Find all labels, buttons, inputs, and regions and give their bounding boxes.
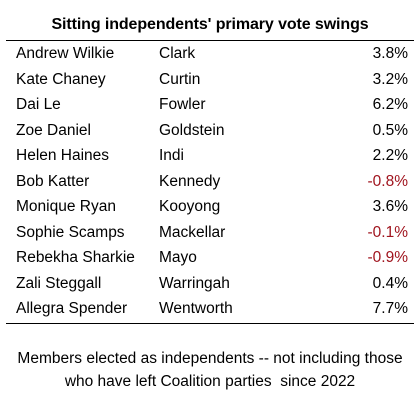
swing-value: -0.9% xyxy=(367,249,409,266)
swing-value: -0.8% xyxy=(367,172,409,190)
swing-value: 3.6% xyxy=(372,198,408,215)
swing-value: -0.1% xyxy=(367,223,409,241)
member-name: Kate Chaney xyxy=(16,70,106,88)
swing-value: 0.4% xyxy=(372,274,408,292)
member-name: Dai Le xyxy=(16,96,61,113)
seat-name: Kennedy xyxy=(159,172,221,190)
table-row: Sophie Scamps Mackellar -0.1% xyxy=(0,221,420,247)
footnote-line-1: Members elected as independents -- not i… xyxy=(17,350,403,367)
swing-value: 3.2% xyxy=(372,70,408,88)
member-name: Rebekha Sharkie xyxy=(16,249,135,266)
table-row: Andrew Wilkie Clark 3.8% xyxy=(0,42,420,68)
swing-value: 0.5% xyxy=(372,121,408,139)
table-row: Bob Katter Kennedy -0.8% xyxy=(0,170,420,196)
seat-name: Warringah xyxy=(159,274,230,292)
swing-value: 6.2% xyxy=(372,96,408,113)
seat-name: Kooyong xyxy=(159,198,221,215)
swing-value: 2.2% xyxy=(372,147,408,164)
seat-name: Curtin xyxy=(159,70,201,88)
seat-name: Mayo xyxy=(159,249,197,266)
member-name: Zali Steggall xyxy=(16,274,102,292)
table-row: Rebekha Sharkie Mayo -0.9% xyxy=(0,246,420,272)
member-name: Monique Ryan xyxy=(16,198,116,215)
seat-name: Goldstein xyxy=(159,121,225,139)
table-row: Allegra Spender Wentworth 7.7% xyxy=(0,297,420,323)
table-row: Dai Le Fowler 6.2% xyxy=(0,93,420,119)
bottom-rule xyxy=(6,323,414,324)
member-name: Bob Katter xyxy=(16,172,90,190)
seat-name: Fowler xyxy=(159,96,206,113)
table-row: Helen Haines Indi 2.2% xyxy=(0,144,420,170)
table-row: Monique Ryan Kooyong 3.6% xyxy=(0,195,420,221)
footnote-line-2: who have left Coalition parties since 20… xyxy=(64,373,356,390)
swing-value: 3.8% xyxy=(372,45,408,62)
member-name: Andrew Wilkie xyxy=(16,45,115,62)
seat-name: Wentworth xyxy=(159,300,233,317)
table-row: Zali Steggall Warringah 0.4% xyxy=(0,272,420,298)
top-rule xyxy=(6,40,414,41)
seat-name: Clark xyxy=(159,45,196,62)
table-body: Andrew Wilkie Clark 3.8% Kate Chaney Cur… xyxy=(0,42,420,323)
swing-value: 7.7% xyxy=(372,300,408,317)
table-title: Sitting independents' primary vote swing… xyxy=(51,16,369,33)
member-name: Allegra Spender xyxy=(16,300,128,317)
seat-name: Indi xyxy=(159,147,184,164)
member-name: Zoe Daniel xyxy=(16,121,91,139)
table-row: Kate Chaney Curtin 3.2% xyxy=(0,68,420,94)
member-name: Sophie Scamps xyxy=(16,223,125,241)
member-name: Helen Haines xyxy=(16,147,110,164)
table-row: Zoe Daniel Goldstein 0.5% xyxy=(0,119,420,145)
footnote: Members elected as independents -- not i… xyxy=(0,347,420,393)
seat-name: Mackellar xyxy=(159,223,226,241)
